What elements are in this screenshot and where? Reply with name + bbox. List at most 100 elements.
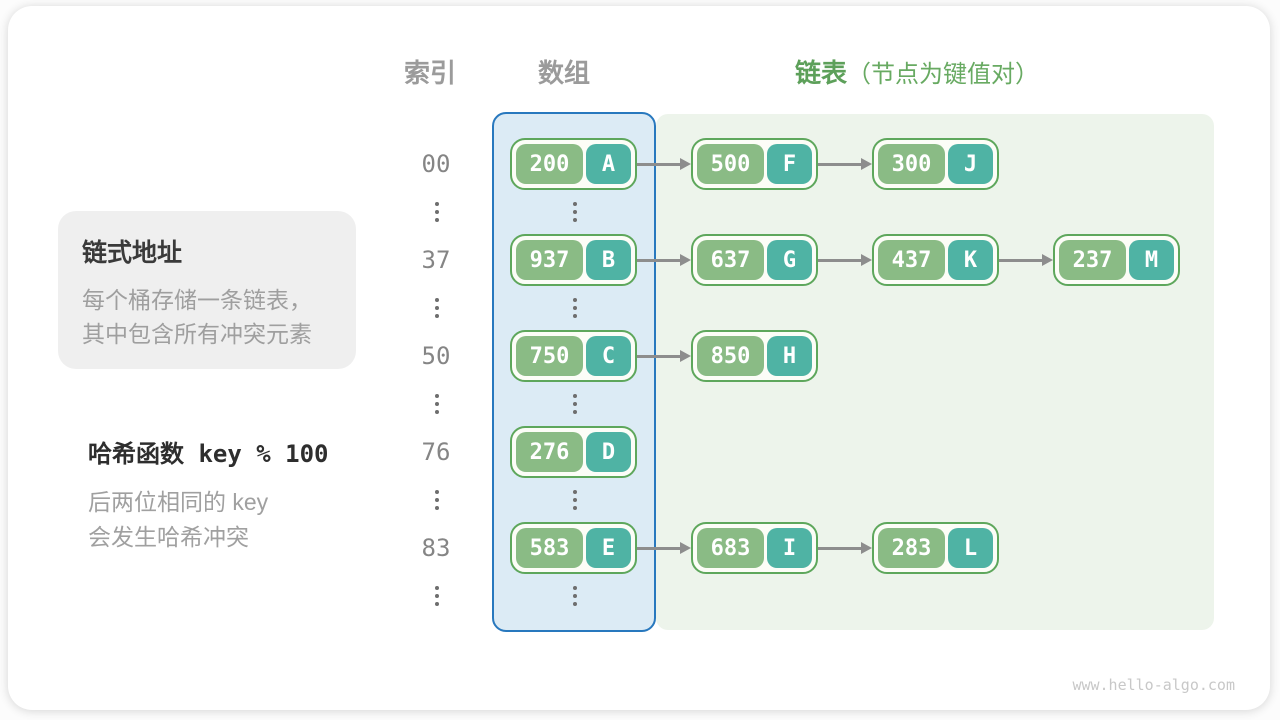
info-box-title: 链式地址 <box>82 239 183 267</box>
dot <box>435 314 439 318</box>
linked-list-note: （节点为键值对） <box>847 61 1040 88</box>
dot <box>573 210 577 214</box>
key-cell: 583 <box>516 528 583 568</box>
ellipsis-icon <box>573 298 577 318</box>
value-cell: E <box>586 528 631 568</box>
info-box-line-1: 每个桶存储一条链表， <box>82 287 312 313</box>
watermark: www.hello-algo.com <box>1072 676 1235 694</box>
ellipsis-icon <box>435 394 439 414</box>
value-cell: B <box>586 240 631 280</box>
dot <box>435 506 439 510</box>
linked-list-label: 链表 <box>795 58 848 88</box>
key-cell: 637 <box>697 240 764 280</box>
hash-row: 276 D <box>510 426 637 478</box>
dot <box>573 202 577 206</box>
key-cell: 237 <box>1059 240 1126 280</box>
arrow-head <box>680 350 691 362</box>
value-cell: C <box>586 336 631 376</box>
ellipsis-icon <box>573 394 577 414</box>
dot <box>573 394 577 398</box>
bucket-node: 750 C <box>510 330 637 382</box>
dot <box>435 202 439 206</box>
dot <box>435 498 439 502</box>
dot <box>435 402 439 406</box>
arrow-icon <box>818 158 872 170</box>
value-cell: H <box>767 336 812 376</box>
dot <box>435 298 439 302</box>
column-header-index: 索引 <box>404 58 457 88</box>
column-header-linked-list: 链表（节点为键值对） <box>795 53 1039 90</box>
ellipsis-icon <box>435 586 439 606</box>
ellipsis-icon <box>435 298 439 318</box>
ellipsis-icon <box>573 202 577 222</box>
arrow-head <box>861 254 872 266</box>
index-label: 76 <box>421 438 451 466</box>
arrow-shaft <box>999 258 1043 262</box>
value-cell: M <box>1129 240 1174 280</box>
arrow-icon <box>637 542 691 554</box>
arrow-shaft <box>818 546 862 550</box>
chain-node: 237 M <box>1053 234 1180 286</box>
arrow-head <box>1042 254 1053 266</box>
index-label: 83 <box>421 534 451 562</box>
chaining-info-box: 链式地址 每个桶存储一条链表， 其中包含所有冲突元素 <box>58 211 356 369</box>
value-cell: G <box>767 240 812 280</box>
hash-note-line-2: 会发生哈希冲突 <box>88 524 249 550</box>
dot <box>435 394 439 398</box>
index-label: 37 <box>421 246 451 274</box>
arrow-icon <box>637 158 691 170</box>
hash-row: 750 C 850 H <box>510 330 818 382</box>
value-cell: A <box>586 144 631 184</box>
chain-node: 300 J <box>872 138 999 190</box>
arrow-shaft <box>818 162 862 166</box>
dot <box>435 490 439 494</box>
dot <box>573 218 577 222</box>
dot <box>573 306 577 310</box>
dot <box>573 490 577 494</box>
arrow-head <box>680 158 691 170</box>
arrow-shaft <box>818 258 862 262</box>
hash-row: 583 E 683 I 283 L <box>510 522 999 574</box>
key-cell: 437 <box>878 240 945 280</box>
hash-row: 937 B 637 G 437 K 237 M <box>510 234 1180 286</box>
dot <box>435 602 439 606</box>
dot <box>573 506 577 510</box>
hash-note-line-1: 后两位相同的 key <box>88 489 269 515</box>
value-cell: D <box>586 432 631 472</box>
ellipsis-icon <box>435 490 439 510</box>
bucket-node: 937 B <box>510 234 637 286</box>
chain-node: 850 H <box>691 330 818 382</box>
dot <box>573 314 577 318</box>
arrow-head <box>680 254 691 266</box>
dot <box>435 586 439 590</box>
key-cell: 850 <box>697 336 764 376</box>
value-cell: I <box>767 528 812 568</box>
key-cell: 200 <box>516 144 583 184</box>
arrow-shaft <box>637 258 681 262</box>
arrow-icon <box>637 254 691 266</box>
dot <box>435 306 439 310</box>
bucket-node: 200 A <box>510 138 637 190</box>
key-cell: 937 <box>516 240 583 280</box>
hash-function-note: 哈希函数 key % 100 后两位相同的 key 会发生哈希冲突 <box>88 434 329 555</box>
ellipsis-icon <box>573 490 577 510</box>
arrow-icon <box>637 350 691 362</box>
info-box-line-2: 其中包含所有冲突元素 <box>82 321 312 347</box>
bucket-node: 276 D <box>510 426 637 478</box>
arrow-icon <box>818 254 872 266</box>
key-cell: 283 <box>878 528 945 568</box>
key-cell: 276 <box>516 432 583 472</box>
value-cell: J <box>948 144 993 184</box>
ellipsis-icon <box>435 202 439 222</box>
dot <box>573 298 577 302</box>
index-label: 00 <box>421 150 451 178</box>
key-cell: 300 <box>878 144 945 184</box>
dot <box>573 498 577 502</box>
dot <box>573 602 577 606</box>
arrow-shaft <box>637 162 681 166</box>
column-header-array: 数组 <box>538 58 591 88</box>
dot <box>435 210 439 214</box>
arrow-icon <box>999 254 1053 266</box>
value-cell: L <box>948 528 993 568</box>
